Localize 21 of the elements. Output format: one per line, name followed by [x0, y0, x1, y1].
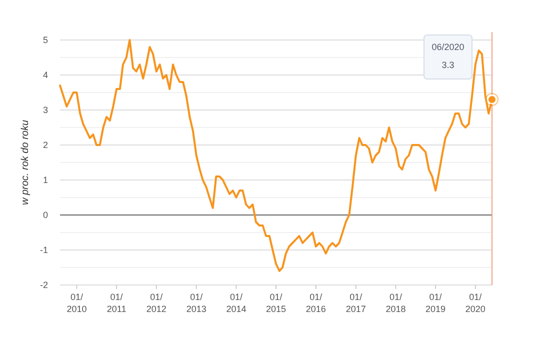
y-tick-label: 5	[42, 35, 48, 46]
y-tick-label: 3	[42, 105, 48, 116]
y-axis-title: w proc. rok do roku	[20, 120, 31, 206]
x-tick-label: 01/ 2020	[465, 292, 486, 314]
x-tick-label: 01/ 2012	[146, 292, 166, 314]
y-tick-label: 1	[42, 175, 48, 186]
y-tick-label: 4	[42, 70, 48, 80]
y-tick-label: -2	[40, 280, 48, 290]
annotation: 06/2020 3.3	[432, 42, 464, 70]
x-tick-label: 01/ 2016	[306, 292, 326, 314]
x-tick-label: 01/ 2014	[226, 292, 246, 314]
y-tick-label: 0	[42, 210, 48, 220]
y-tick-label: -1	[40, 245, 48, 256]
x-tick-label: 01/ 2015	[266, 292, 286, 314]
x-tick-label: 01/ 2013	[186, 292, 206, 314]
y-tick-label: 2	[42, 140, 48, 150]
x-tick-label: 01/ 2019	[426, 292, 446, 314]
x-tick-label: 01/ 2011	[106, 292, 126, 314]
x-tick-label: 01/ 2018	[386, 292, 406, 314]
x-tick-label: 01/ 2010	[66, 292, 87, 314]
x-tick-label: 01/ 2017	[346, 292, 366, 314]
